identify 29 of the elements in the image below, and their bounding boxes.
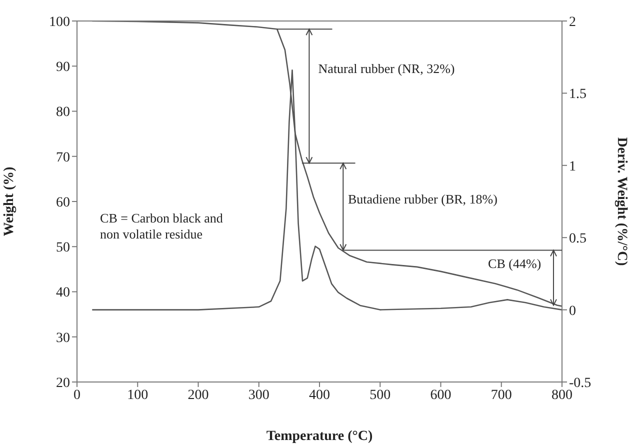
x-tick-label: 400: [309, 388, 330, 403]
y-tick-label: 80: [56, 105, 70, 120]
x-tick-label: 600: [430, 388, 452, 403]
annotation: CB (44%): [488, 256, 542, 271]
y-tick-label: 60: [56, 195, 70, 210]
annotation: CB = Carbon black and non volatile residue: [100, 210, 224, 242]
y-tick-label: 100: [49, 14, 70, 30]
y-tick-label: 40: [56, 286, 70, 301]
y2-tick-label: 1: [569, 159, 576, 174]
y-tick-label: 90: [56, 60, 70, 76]
x-tick-label: 0: [74, 388, 80, 403]
annotation: Butadiene rubber (BR, 18%): [348, 191, 498, 206]
y-axis-title: Weight (%): [2, 166, 17, 236]
x-tick-label: 200: [188, 388, 209, 403]
x-tick-label: 700: [490, 388, 512, 403]
y2-tick-label: 2: [569, 14, 576, 30]
y-tick-label: 70: [56, 150, 70, 166]
annotation: Natural rubber (NR, 32%): [318, 60, 455, 76]
x-tick-label: 300: [248, 388, 270, 403]
y2-tick-label: 0.5: [569, 232, 586, 247]
y-tick-label: 50: [56, 240, 70, 256]
y2-tick-label: 1.5: [569, 87, 586, 102]
y-tick-label: 20: [56, 376, 70, 391]
y2-tick-label: 0: [569, 304, 576, 319]
y-tick-label: 30: [56, 330, 70, 346]
y2-axis-title: Deriv. Weight (%/°C): [614, 137, 630, 266]
x-axis-title: Temperature (°C): [266, 429, 373, 444]
x-tick-label: 100: [127, 388, 148, 403]
x-tick-label: 500: [370, 388, 391, 403]
